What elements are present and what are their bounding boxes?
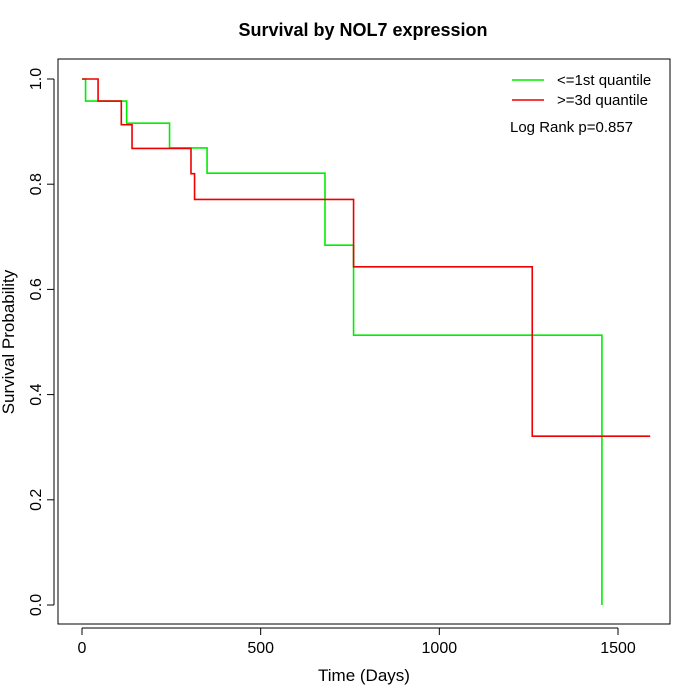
x-tick-label: 1000: [422, 640, 458, 657]
x-axis: 0 500 1000 1500: [78, 627, 636, 657]
x-axis-label: Time (Days): [318, 666, 410, 685]
y-axis: 0.0 0.2 0.4 0.6 0.8 1.0: [28, 68, 55, 616]
x-tick-label: 1500: [600, 640, 636, 657]
legend-label-1: >=3d quantile: [557, 92, 648, 109]
y-tick-label: 0.4: [28, 383, 45, 405]
y-tick-label: 0.8: [28, 173, 45, 195]
chart-title: Survival by NOL7 expression: [238, 20, 487, 40]
log-rank-annotation: Log Rank p=0.857: [510, 119, 633, 136]
y-tick-label: 1.0: [28, 68, 45, 90]
x-tick-label: 500: [247, 640, 274, 657]
series-layer: [82, 78, 651, 605]
legend: <=1st quantile >=3d quantile: [512, 72, 651, 109]
series-line-0: [82, 78, 603, 605]
x-tick-label: 0: [78, 640, 87, 657]
plot-frame: [57, 58, 671, 625]
y-tick-label: 0.2: [28, 489, 45, 511]
y-axis-label: Survival Probability: [0, 269, 18, 414]
legend-label-0: <=1st quantile: [557, 72, 651, 89]
y-tick-label: 0.0: [28, 594, 45, 616]
y-tick-label: 0.6: [28, 278, 45, 300]
series-line-1: [82, 78, 651, 437]
